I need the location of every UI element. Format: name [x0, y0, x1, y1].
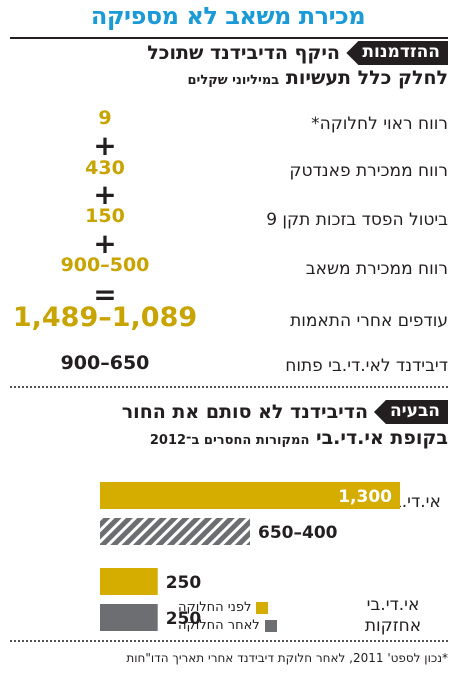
legend-item-after: לאחר החלוקה [178, 618, 277, 633]
bar-idb-holdings-before [100, 568, 158, 595]
row-label-distributable-profit: רווח ראוי לחלוקה* [311, 114, 448, 134]
section-divider [10, 386, 448, 388]
legend-swatch-after [264, 619, 277, 632]
legend-swatch-before [256, 601, 269, 614]
section2-heading-line2: בקופת אי.די.בי המקורות החסרים ב־2012 [150, 427, 448, 449]
legend-item-before: לפני החלוקה [178, 600, 269, 615]
title-divider [10, 37, 448, 39]
row-value-distributable-profit: 9 [98, 107, 112, 129]
legend-label-after: לאחר החלוקה [178, 618, 260, 633]
plus-operator-3: + [93, 227, 117, 260]
row-label-surplus: עודפים אחרי התאמות [290, 311, 448, 331]
equals-operator: = [93, 278, 117, 311]
footer-divider [10, 640, 448, 642]
row-label-fundtech-sale: רווח ממכירת פאנדטק [289, 161, 448, 181]
page-title: מכירת משאב לא מספיקה [90, 2, 366, 30]
bar-idb-open-before [100, 482, 400, 509]
bar-idb-open-after [100, 518, 250, 545]
row-value-loss-cancellation: 150 [85, 205, 125, 227]
row-value-surplus: 1,489–1,089 [12, 302, 198, 333]
bar-label-idb-holdings-after: 250 [166, 609, 202, 629]
opportunity-badge: ההזדמנות [346, 41, 448, 65]
row-label-mashav-sale: רווח ממכירת משאב [305, 259, 448, 279]
row-label-loss-cancellation: ביטול הפסד בזכות תקן 9 [266, 210, 448, 230]
section2-heading-line2-text: בקופת אי.די.בי [316, 427, 448, 449]
row-label-idb-dividend: דיבידנד לאי.די.בי פתוח [285, 356, 448, 376]
section2-heading-sub: המקורות החסרים ב־2012 [149, 433, 310, 448]
bar-label-idb-holdings-before: 250 [166, 573, 202, 593]
plus-operator-1: + [93, 129, 117, 162]
section1-heading-unit: במיליוני שקלים [187, 73, 280, 88]
row-value-fundtech-sale: 430 [85, 157, 125, 179]
section2-heading-line1: הדיבידנד לא סותם את החור [121, 401, 368, 423]
row-value-idb-dividend: 900–650 [60, 352, 150, 374]
section1-heading-line1: היקף הדיבידנד שתוכל [147, 42, 340, 64]
plus-operator-2: + [93, 178, 117, 211]
legend-label-before: לפני החלוקה [178, 600, 252, 615]
bar-idb-holdings-after [100, 604, 158, 631]
category-label-idb-holdings: אי.די.בי אחזקות [364, 595, 422, 636]
bar-label-idb-open-before: 1,300 [338, 487, 392, 507]
footnote: *נכון לספט' 2011, לאחר חלוקת דיבידנד אחר… [126, 651, 448, 665]
section1-heading-line2: לחלק כלל תעשיות במיליוני שקלים [187, 67, 448, 89]
problem-badge: הבעיה [373, 400, 448, 424]
bar-label-idb-open-after: 650–400 [258, 523, 338, 543]
section1-heading-line2-text: לחלק כלל תעשיות [285, 67, 448, 89]
row-value-mashav-sale: 900–500 [60, 254, 150, 276]
